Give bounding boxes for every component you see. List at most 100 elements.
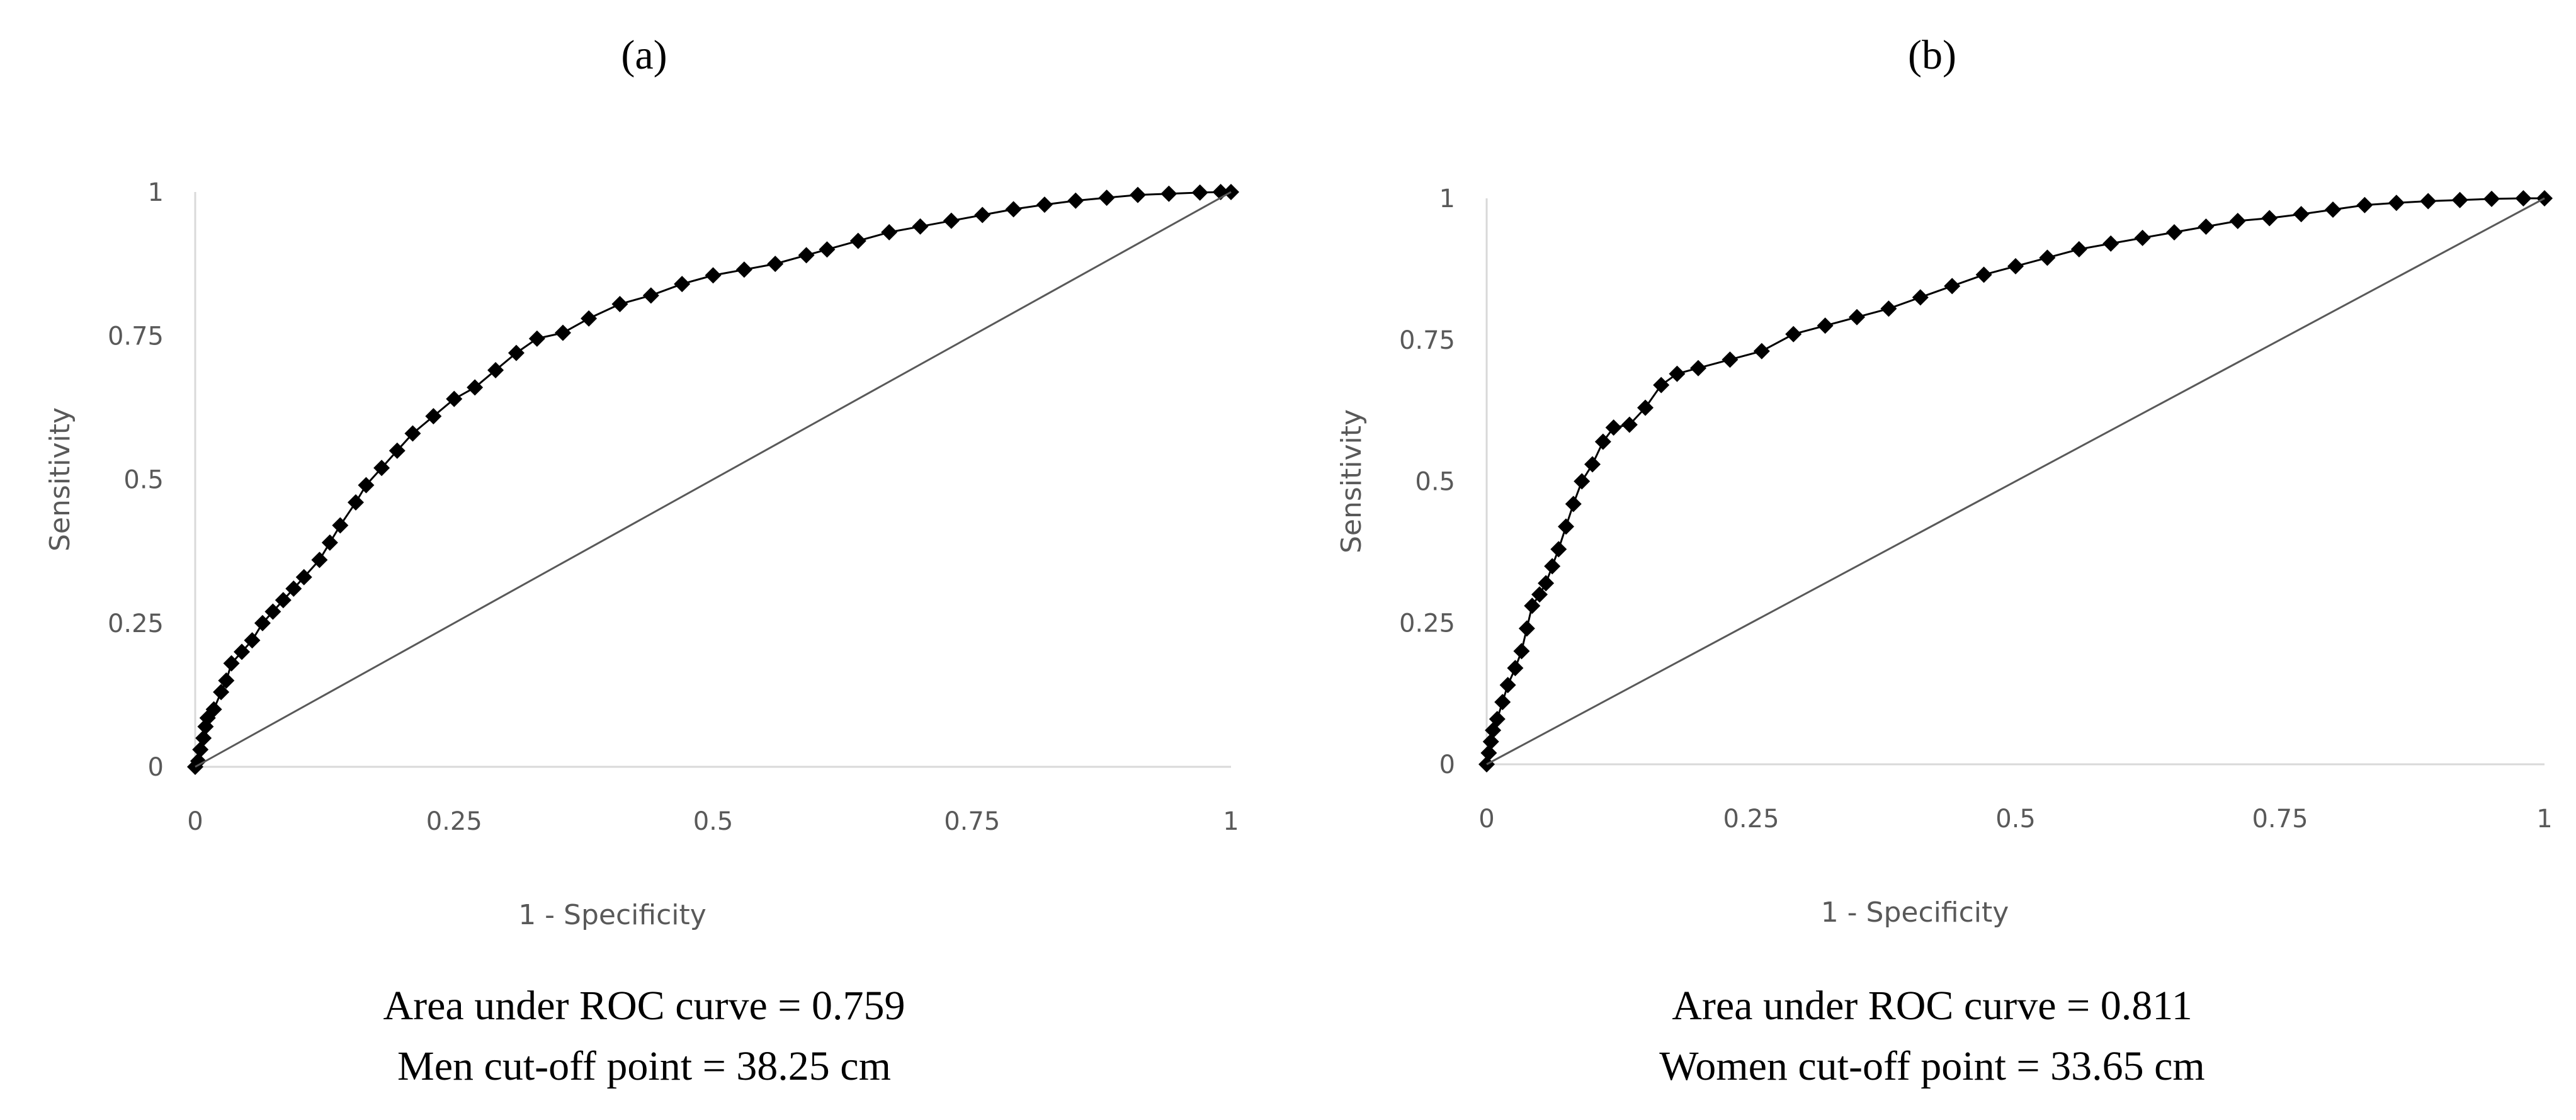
y-tick-label: 1 bbox=[1439, 184, 1455, 213]
roc-data-point bbox=[275, 592, 292, 609]
roc-data-point bbox=[1524, 597, 1541, 614]
roc-data-point bbox=[218, 672, 235, 689]
roc-data-point bbox=[2198, 218, 2215, 235]
roc-data-point bbox=[1849, 308, 1865, 325]
roc-data-point bbox=[1605, 419, 1622, 436]
roc-data-point bbox=[528, 330, 545, 347]
roc-data-point bbox=[446, 390, 463, 407]
roc-data-point bbox=[2007, 257, 2024, 274]
roc-data-point bbox=[1912, 289, 1929, 306]
roc-data-point bbox=[767, 256, 784, 273]
roc-data-point bbox=[487, 362, 504, 379]
roc-data-point bbox=[2356, 196, 2373, 213]
roc-data-point bbox=[2325, 201, 2341, 218]
roc-data-point bbox=[1550, 541, 1567, 558]
roc-data-point bbox=[849, 232, 866, 249]
roc-data-point bbox=[1544, 558, 1561, 575]
y-axis-title: Sensitivity bbox=[44, 407, 76, 552]
roc-data-point bbox=[2420, 193, 2437, 210]
roc-data-point bbox=[2039, 249, 2056, 266]
roc-data-point bbox=[554, 324, 571, 341]
panel-label: (b) bbox=[1908, 32, 1956, 78]
roc-data-point bbox=[190, 752, 207, 769]
roc-data-point bbox=[2293, 206, 2310, 223]
roc-data-point bbox=[2451, 191, 2468, 208]
roc-data-point bbox=[881, 223, 898, 240]
roc-data-point bbox=[467, 379, 484, 396]
roc-data-point bbox=[1513, 643, 1530, 660]
roc-data-point bbox=[205, 701, 222, 718]
y-tick-label: 0 bbox=[148, 753, 164, 782]
roc-data-point bbox=[1036, 196, 1053, 213]
reference-diagonal-line bbox=[195, 191, 1232, 768]
reference-diagonal-line bbox=[1486, 197, 2545, 766]
y-tick-label: 0 bbox=[1439, 750, 1455, 779]
roc-data-point bbox=[1817, 317, 1834, 334]
roc-data-point bbox=[285, 580, 302, 597]
y-tick-label: 0.25 bbox=[1399, 609, 1455, 638]
roc-data-point bbox=[1067, 192, 1084, 209]
roc-data-point bbox=[234, 643, 251, 660]
roc-data-point bbox=[1005, 201, 1022, 218]
roc-data-point bbox=[798, 247, 815, 264]
roc-data-point bbox=[2102, 235, 2119, 252]
roc-data-point bbox=[389, 442, 406, 459]
x-tick-label: 0 bbox=[187, 807, 203, 836]
x-tick-label: 0.25 bbox=[1723, 805, 1779, 834]
chart-caption: Area under ROC curve = 0.811 Women cut-o… bbox=[1288, 976, 2576, 1097]
x-tick-label: 0.75 bbox=[944, 807, 1000, 836]
roc-data-point bbox=[1975, 266, 1992, 283]
roc-data-point bbox=[332, 517, 349, 534]
roc-data-point bbox=[295, 568, 312, 585]
roc-data-point bbox=[192, 741, 209, 758]
roc-data-point bbox=[1482, 733, 1499, 750]
roc-data-point bbox=[213, 684, 230, 701]
roc-data-point bbox=[1753, 342, 1770, 359]
roc-data-point bbox=[1098, 189, 1115, 206]
roc-data-point bbox=[581, 310, 598, 327]
roc-data-point bbox=[1494, 694, 1511, 711]
y-tick-label: 0.5 bbox=[123, 466, 164, 495]
roc-data-point bbox=[1480, 745, 1497, 762]
y-tick-label: 0.25 bbox=[108, 609, 164, 638]
roc-data-point bbox=[1669, 365, 1686, 382]
roc-data-point bbox=[1485, 722, 1502, 739]
roc-data-point bbox=[1160, 185, 1177, 202]
roc-data-point bbox=[1489, 711, 1506, 728]
cutoff-caption: Women cut-off point = 33.65 cm bbox=[1659, 1043, 2205, 1089]
roc-data-point bbox=[1621, 416, 1638, 433]
auc-caption: Area under ROC curve = 0.811 bbox=[1672, 983, 2193, 1029]
x-axis-title: 1 - Specificity bbox=[518, 899, 706, 931]
roc-data-point bbox=[819, 241, 836, 258]
roc-data-point bbox=[642, 287, 659, 304]
roc-data-point bbox=[1574, 473, 1591, 490]
roc-data-point bbox=[1565, 495, 1582, 512]
roc-data-point bbox=[1637, 399, 1654, 416]
roc-data-point bbox=[735, 261, 752, 278]
roc-data-point bbox=[1507, 660, 1524, 677]
x-axis-title: 1 - Specificity bbox=[1821, 897, 2009, 929]
x-tick-label: 0.75 bbox=[2252, 805, 2308, 834]
roc-data-point bbox=[1653, 376, 1670, 393]
roc-data-point bbox=[1518, 620, 1535, 637]
roc-data-point bbox=[2134, 229, 2151, 246]
roc-data-point bbox=[974, 206, 991, 223]
roc-data-point bbox=[2515, 190, 2532, 206]
roc-data-point bbox=[311, 552, 328, 568]
roc-data-point bbox=[1785, 325, 1802, 342]
roc-data-point bbox=[674, 276, 691, 293]
roc-data-point bbox=[1690, 359, 1706, 376]
roc-data-point bbox=[1880, 300, 1897, 317]
roc-data-point bbox=[254, 614, 271, 631]
roc-data-point bbox=[195, 730, 212, 747]
x-tick-label: 1 bbox=[1223, 807, 1239, 836]
roc-data-point bbox=[912, 218, 929, 235]
x-tick-label: 0 bbox=[1478, 805, 1494, 834]
x-tick-label: 0.5 bbox=[693, 807, 734, 836]
roc-data-point bbox=[2388, 195, 2405, 212]
roc-data-point bbox=[1531, 586, 1548, 603]
roc-data-point bbox=[2483, 190, 2500, 207]
roc-data-point bbox=[373, 460, 390, 477]
roc-data-point bbox=[264, 603, 281, 620]
roc-data-point bbox=[347, 494, 364, 511]
